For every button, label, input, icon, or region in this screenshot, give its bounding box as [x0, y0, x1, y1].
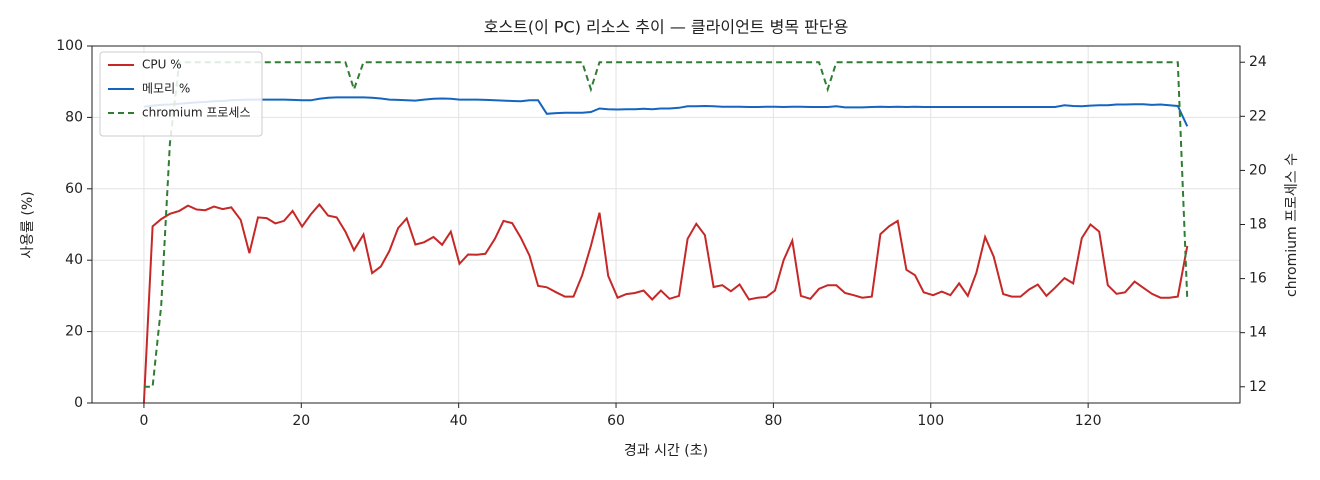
y2-tick-label: 20: [1249, 162, 1267, 178]
y2-tick-label: 24: [1249, 54, 1267, 70]
y-tick-label: 100: [56, 38, 83, 54]
legend: CPU % 메모리 % chromium 프로세스: [99, 51, 263, 137]
x-tick-label: 120: [1075, 413, 1102, 429]
y2-tick-label: 22: [1249, 108, 1267, 124]
x-tick-label: 0: [139, 413, 148, 429]
legend-label: CPU %: [142, 58, 182, 72]
series-line: [143, 96, 1189, 127]
y-tick-label: 20: [65, 324, 83, 340]
x-tick-label: 40: [450, 413, 468, 429]
series-line: [142, 202, 1189, 404]
y-tick-label: 80: [65, 109, 83, 125]
x-tick-label: 60: [607, 413, 625, 429]
x-tick-label: 80: [764, 413, 782, 429]
y-tick-label: 60: [65, 181, 83, 197]
x-tick-label: 100: [917, 413, 944, 429]
y-tick-label: 40: [65, 252, 83, 268]
x-tick-label: 20: [292, 413, 310, 429]
x-axis-label: 경과 시간 (초): [624, 443, 708, 459]
legend-label: chromium 프로세스: [142, 106, 251, 120]
y2-tick-label: 12: [1249, 379, 1267, 395]
series-line: [143, 61, 1189, 388]
y-axis-label: 사용률 (%): [20, 191, 36, 258]
legend-label: 메모리 %: [142, 82, 190, 96]
chart-title: 호스트(이 PC) 리소스 추이 — 클라이언트 병목 판단용: [484, 18, 849, 37]
y-tick-label: 0: [74, 395, 83, 411]
y2-tick-label: 14: [1249, 325, 1267, 341]
y2-tick-label: 16: [1249, 271, 1267, 287]
y2-axis-label: chromium 프로세스 수: [1284, 153, 1300, 297]
y2-tick-label: 18: [1249, 217, 1267, 233]
plot-frame: [91, 45, 1241, 404]
legend-box: [99, 51, 263, 137]
